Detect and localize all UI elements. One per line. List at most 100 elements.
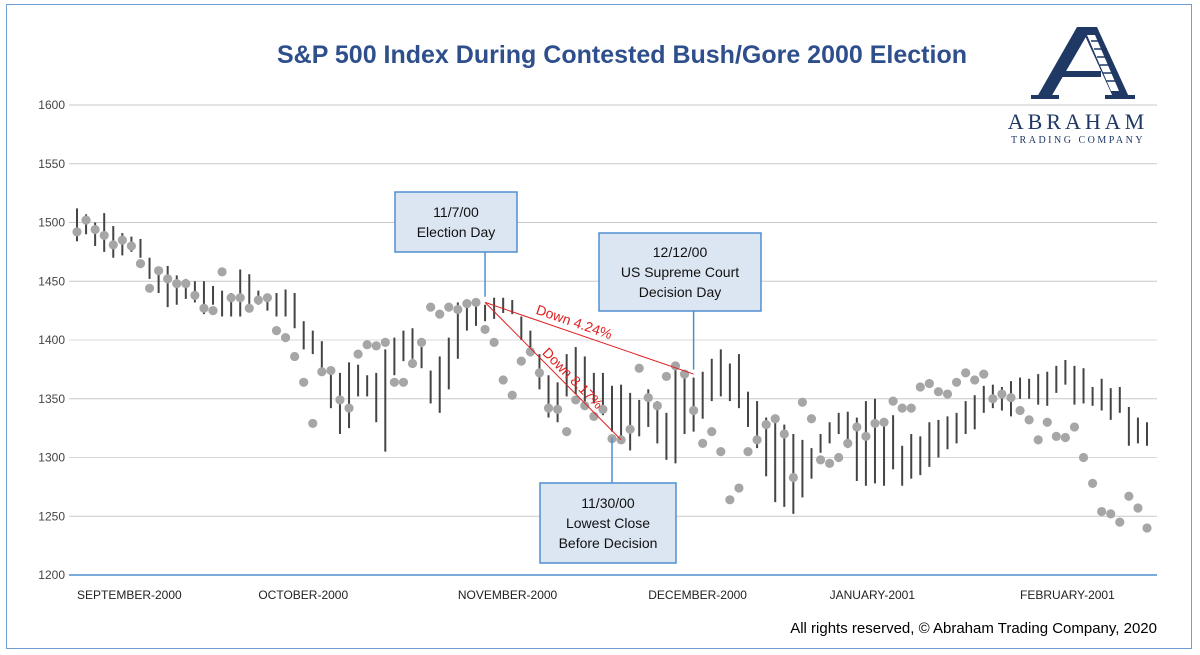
annotation-text: Lowest Close [566, 515, 650, 531]
close-point [126, 241, 137, 251]
annotation-box [394, 191, 518, 253]
y-tick-label: 1200 [38, 568, 65, 582]
close-point [897, 403, 907, 413]
close-point [634, 363, 644, 373]
close-point [117, 235, 127, 245]
close-point [217, 267, 227, 277]
close-point [299, 377, 309, 387]
close-point [779, 429, 789, 439]
annotation-box [598, 232, 762, 312]
close-point [1133, 503, 1143, 513]
close-point [979, 369, 989, 379]
close-point [652, 401, 662, 411]
annotations: 11/7/00 Election Day 12/12/00 US Supreme Co… [394, 191, 762, 564]
close-point [480, 324, 490, 335]
close-point [571, 395, 581, 405]
x-tick-label: FEBRUARY-2001 [1020, 588, 1115, 602]
close-point [770, 414, 780, 424]
close-point [226, 293, 236, 303]
close-point [1097, 506, 1107, 517]
close-point [580, 401, 590, 411]
chart-frame: S&P 500 Index During Contested Bush/Gore… [6, 4, 1192, 649]
close-point [317, 367, 327, 377]
trendline [484, 301, 694, 375]
close-point [997, 389, 1007, 399]
close-point [290, 351, 300, 362]
close-point [262, 293, 273, 303]
trendlines: Down 4.24%Down 8.17% [484, 301, 694, 441]
close-point [643, 392, 653, 403]
close-point [879, 417, 889, 427]
close-point [353, 349, 363, 359]
close-point [144, 283, 155, 293]
close-point [543, 403, 554, 413]
sp500-chart: S&P 500 Index During Contested Bush/Gore… [38, 27, 1157, 637]
y-tick-label: 1600 [38, 98, 65, 112]
close-point [1078, 452, 1089, 463]
close-point [199, 303, 209, 313]
close-point [362, 340, 372, 350]
x-tick-label: NOVEMBER-2000 [458, 588, 558, 602]
close-point [625, 424, 635, 434]
close-point [181, 279, 191, 289]
logo-subtitle: TRADING COMPANY [1011, 135, 1145, 146]
close-point [924, 378, 934, 389]
x-tick-label: JANUARY-2001 [830, 588, 916, 602]
close-point [716, 447, 726, 457]
close-point [834, 452, 844, 463]
close-point [933, 387, 944, 397]
close-point [589, 411, 599, 421]
close-point [435, 309, 445, 319]
close-point [552, 404, 563, 414]
close-point [407, 358, 418, 369]
annotation-text: Before Decision [559, 535, 658, 551]
close-point [906, 403, 916, 413]
close-point [915, 382, 925, 392]
close-point [788, 472, 798, 483]
close-point [462, 298, 472, 309]
trendline [484, 302, 622, 441]
close-point [244, 303, 254, 313]
company-logo: ABRAHAM TRADING COMPANY [1008, 27, 1145, 146]
annotation-text: 11/7/00 [433, 204, 479, 220]
close-point [335, 395, 345, 405]
close-point [598, 404, 608, 414]
close-point [1042, 417, 1052, 427]
close-point [815, 455, 826, 465]
close-point [507, 390, 517, 400]
close-point [326, 365, 336, 376]
close-point [371, 341, 381, 351]
close-point [172, 279, 182, 289]
close-point [253, 295, 263, 305]
close-point [308, 418, 318, 429]
x-axis-ticks: SEPTEMBER-2000 OCTOBER-2000 NOVEMBER-2000 D… [77, 588, 1115, 602]
y-tick-label: 1550 [38, 157, 65, 171]
y-tick-label: 1350 [38, 392, 65, 406]
close-point [444, 302, 454, 312]
close-point [843, 438, 853, 448]
close-point [426, 302, 436, 312]
close-point [416, 337, 427, 347]
x-tick-label: DECEMBER-2000 [648, 588, 747, 602]
close-point [81, 215, 91, 225]
close-point [163, 274, 173, 284]
y-tick-label: 1300 [38, 451, 65, 465]
close-point [135, 259, 146, 269]
close-point [380, 337, 390, 347]
y-tick-label: 1400 [38, 333, 65, 347]
logo-a-icon [1031, 27, 1135, 99]
close-point [743, 447, 753, 457]
y-tick-label: 1250 [38, 509, 65, 523]
close-point [154, 266, 164, 276]
chart-title: S&P 500 Index During Contested Bush/Gore… [277, 41, 967, 69]
close-point [498, 375, 508, 385]
annotation-text: Decision Day [639, 284, 721, 300]
close-point [707, 427, 717, 437]
close-point [1024, 415, 1034, 425]
close-point [752, 435, 762, 445]
close-point [1033, 435, 1043, 445]
close-point [208, 306, 218, 316]
close-point [72, 227, 82, 237]
close-point [190, 290, 200, 300]
annotation-text: Election Day [417, 224, 496, 240]
